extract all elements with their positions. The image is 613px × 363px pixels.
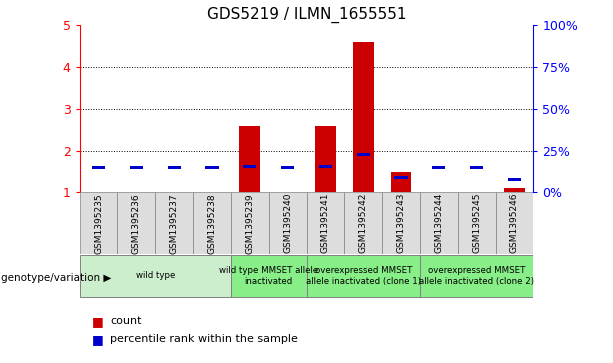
Bar (319, 165, 332, 168)
Bar (118, 192, 155, 254)
Bar (231, 192, 268, 254)
Bar (281, 166, 294, 169)
Text: ■: ■ (92, 333, 104, 346)
Text: GSM1395243: GSM1395243 (397, 193, 406, 253)
Text: count: count (110, 316, 142, 326)
Bar (420, 192, 458, 254)
Text: ■: ■ (92, 315, 104, 328)
Bar (193, 192, 231, 254)
Bar (432, 166, 446, 169)
Text: overexpressed MMSET
allele inactivated (clone 2): overexpressed MMSET allele inactivated (… (419, 266, 534, 286)
Text: wild type MMSET allele
inactivated: wild type MMSET allele inactivated (219, 266, 318, 286)
Text: genotype/variation ▶: genotype/variation ▶ (1, 273, 111, 283)
Bar (205, 166, 219, 169)
Bar (315, 126, 336, 192)
Bar (345, 192, 382, 254)
Bar (508, 178, 521, 182)
Bar (382, 192, 420, 254)
Text: percentile rank within the sample: percentile rank within the sample (110, 334, 298, 344)
Text: GSM1395236: GSM1395236 (132, 193, 141, 254)
Bar (243, 165, 256, 168)
Text: GSM1395238: GSM1395238 (207, 193, 216, 254)
Bar (306, 192, 345, 254)
Bar (458, 192, 495, 254)
Bar (390, 172, 411, 192)
Bar (470, 166, 483, 169)
Text: GSM1395246: GSM1395246 (510, 193, 519, 253)
Text: GSM1395235: GSM1395235 (94, 193, 103, 254)
Text: GSM1395242: GSM1395242 (359, 193, 368, 253)
Bar (353, 42, 373, 192)
Bar (231, 255, 306, 297)
Text: wild type: wild type (135, 272, 175, 280)
Bar (268, 192, 306, 254)
Bar (167, 166, 181, 169)
Bar (394, 176, 408, 179)
Bar (130, 166, 143, 169)
Text: GSM1395240: GSM1395240 (283, 193, 292, 253)
Bar (504, 188, 525, 192)
Bar (240, 126, 260, 192)
Bar (420, 255, 533, 297)
Text: GSM1395241: GSM1395241 (321, 193, 330, 253)
Text: GSM1395237: GSM1395237 (170, 193, 179, 254)
Bar (357, 153, 370, 156)
Text: overexpressed MMSET
allele inactivated (clone 1): overexpressed MMSET allele inactivated (… (306, 266, 421, 286)
Bar (92, 166, 105, 169)
Bar (80, 192, 118, 254)
Bar (80, 255, 231, 297)
Bar (306, 255, 420, 297)
Text: GSM1395239: GSM1395239 (245, 193, 254, 254)
Text: GSM1395244: GSM1395244 (434, 193, 443, 253)
Bar (155, 192, 193, 254)
Bar (495, 192, 533, 254)
Text: GSM1395245: GSM1395245 (472, 193, 481, 253)
Title: GDS5219 / ILMN_1655551: GDS5219 / ILMN_1655551 (207, 7, 406, 23)
